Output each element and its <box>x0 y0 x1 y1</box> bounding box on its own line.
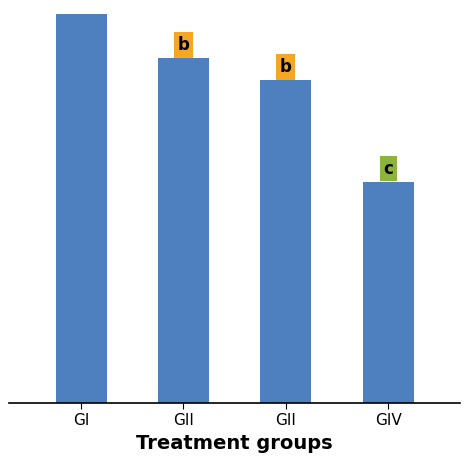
Bar <box>158 58 209 403</box>
Text: b: b <box>178 36 190 54</box>
Bar <box>260 81 311 403</box>
Bar <box>363 182 414 403</box>
Text: c: c <box>383 160 393 178</box>
X-axis label: Treatment groups: Treatment groups <box>137 434 333 453</box>
Text: b: b <box>280 58 292 76</box>
Bar <box>55 0 107 403</box>
